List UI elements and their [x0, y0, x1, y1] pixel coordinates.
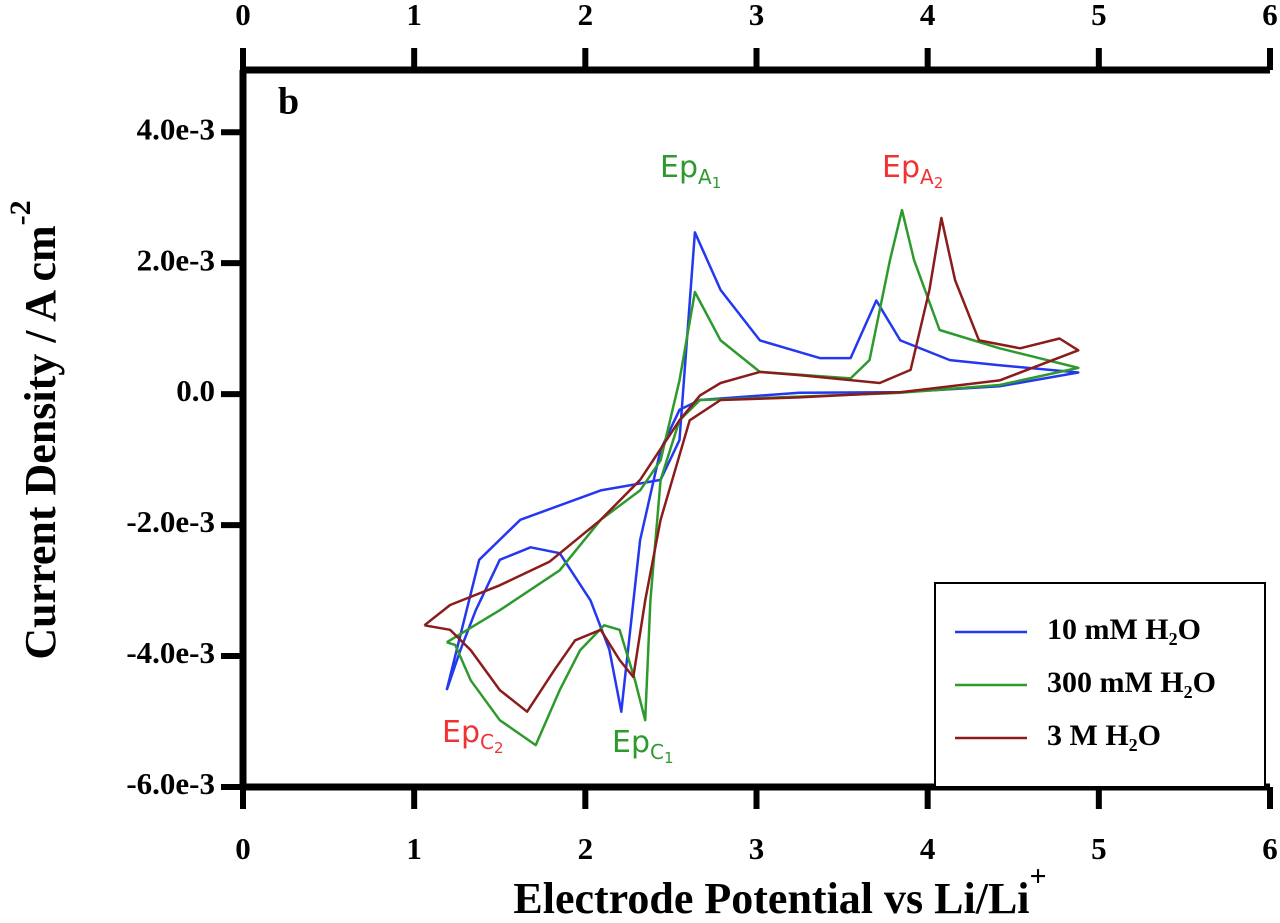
annotation: EpC1	[612, 725, 674, 767]
x-tick-label-top: 4	[920, 0, 936, 32]
series-line	[423, 216, 1080, 713]
annotation-text: Ep	[882, 150, 920, 185]
y-tick-label: -2.0e-3	[126, 504, 215, 539]
annotation-subsub: 1	[664, 749, 674, 767]
x-tick-label: 5	[1091, 831, 1107, 866]
x-tick-label-top: 3	[749, 0, 765, 32]
annotation-subsub: 2	[494, 739, 504, 757]
annotation: EpA1	[660, 150, 721, 192]
annotation-sub: C	[650, 740, 664, 764]
y-tick-label: 0.0	[176, 373, 215, 408]
annotation-sub: A	[920, 165, 934, 189]
y-axis-label: Current Density / A cm-2	[4, 200, 65, 659]
series-line	[445, 231, 1080, 713]
annotation: EpC2	[442, 715, 504, 757]
y-tick-label: -6.0e-3	[126, 766, 215, 801]
y-tick-label: 4.0e-3	[137, 111, 215, 146]
x-tick-label-top: 2	[578, 0, 594, 32]
annotation: EpA2	[882, 150, 943, 192]
annotation-sub: C	[480, 730, 494, 754]
annotation-subsub: 2	[934, 174, 944, 192]
y-axis-label-text: Current Density / A cm	[16, 225, 65, 659]
x-axis-label-superscript: +	[1030, 860, 1047, 893]
y-tick-label: 2.0e-3	[137, 242, 215, 277]
panel-label: b	[278, 81, 299, 123]
annotation-text: Ep	[612, 725, 650, 760]
annotation-text: Ep	[660, 150, 698, 185]
y-tick-label: -4.0e-3	[126, 635, 215, 670]
x-tick-label-top: 1	[406, 0, 422, 32]
x-tick-label: 0	[235, 831, 251, 866]
annotation-text: Ep	[442, 715, 480, 750]
x-tick-label-top: 0	[235, 0, 251, 32]
x-axis-label-text: Electrode Potential vs Li/Li	[513, 874, 1029, 923]
x-tick-label: 6	[1262, 831, 1278, 866]
x-tick-label: 3	[749, 831, 765, 866]
legend-label: 300 mM H₂O	[1047, 666, 1216, 699]
annotation-sub: A	[698, 165, 712, 189]
annotation-subsub: 1	[712, 174, 722, 192]
legend-label: 3 M H₂O	[1047, 719, 1161, 752]
y-axis-label-superscript: -2	[4, 200, 37, 225]
x-tick-label: 1	[406, 831, 422, 866]
x-tick-label-top: 6	[1262, 0, 1278, 32]
legend-label: 10 mM H₂O	[1047, 613, 1201, 646]
x-tick-label: 2	[578, 831, 594, 866]
x-tick-label: 4	[920, 831, 936, 866]
series-line	[446, 208, 1080, 747]
x-axis-label: Electrode Potential vs Li/Li+	[513, 860, 1046, 923]
x-tick-label-top: 5	[1091, 0, 1107, 32]
